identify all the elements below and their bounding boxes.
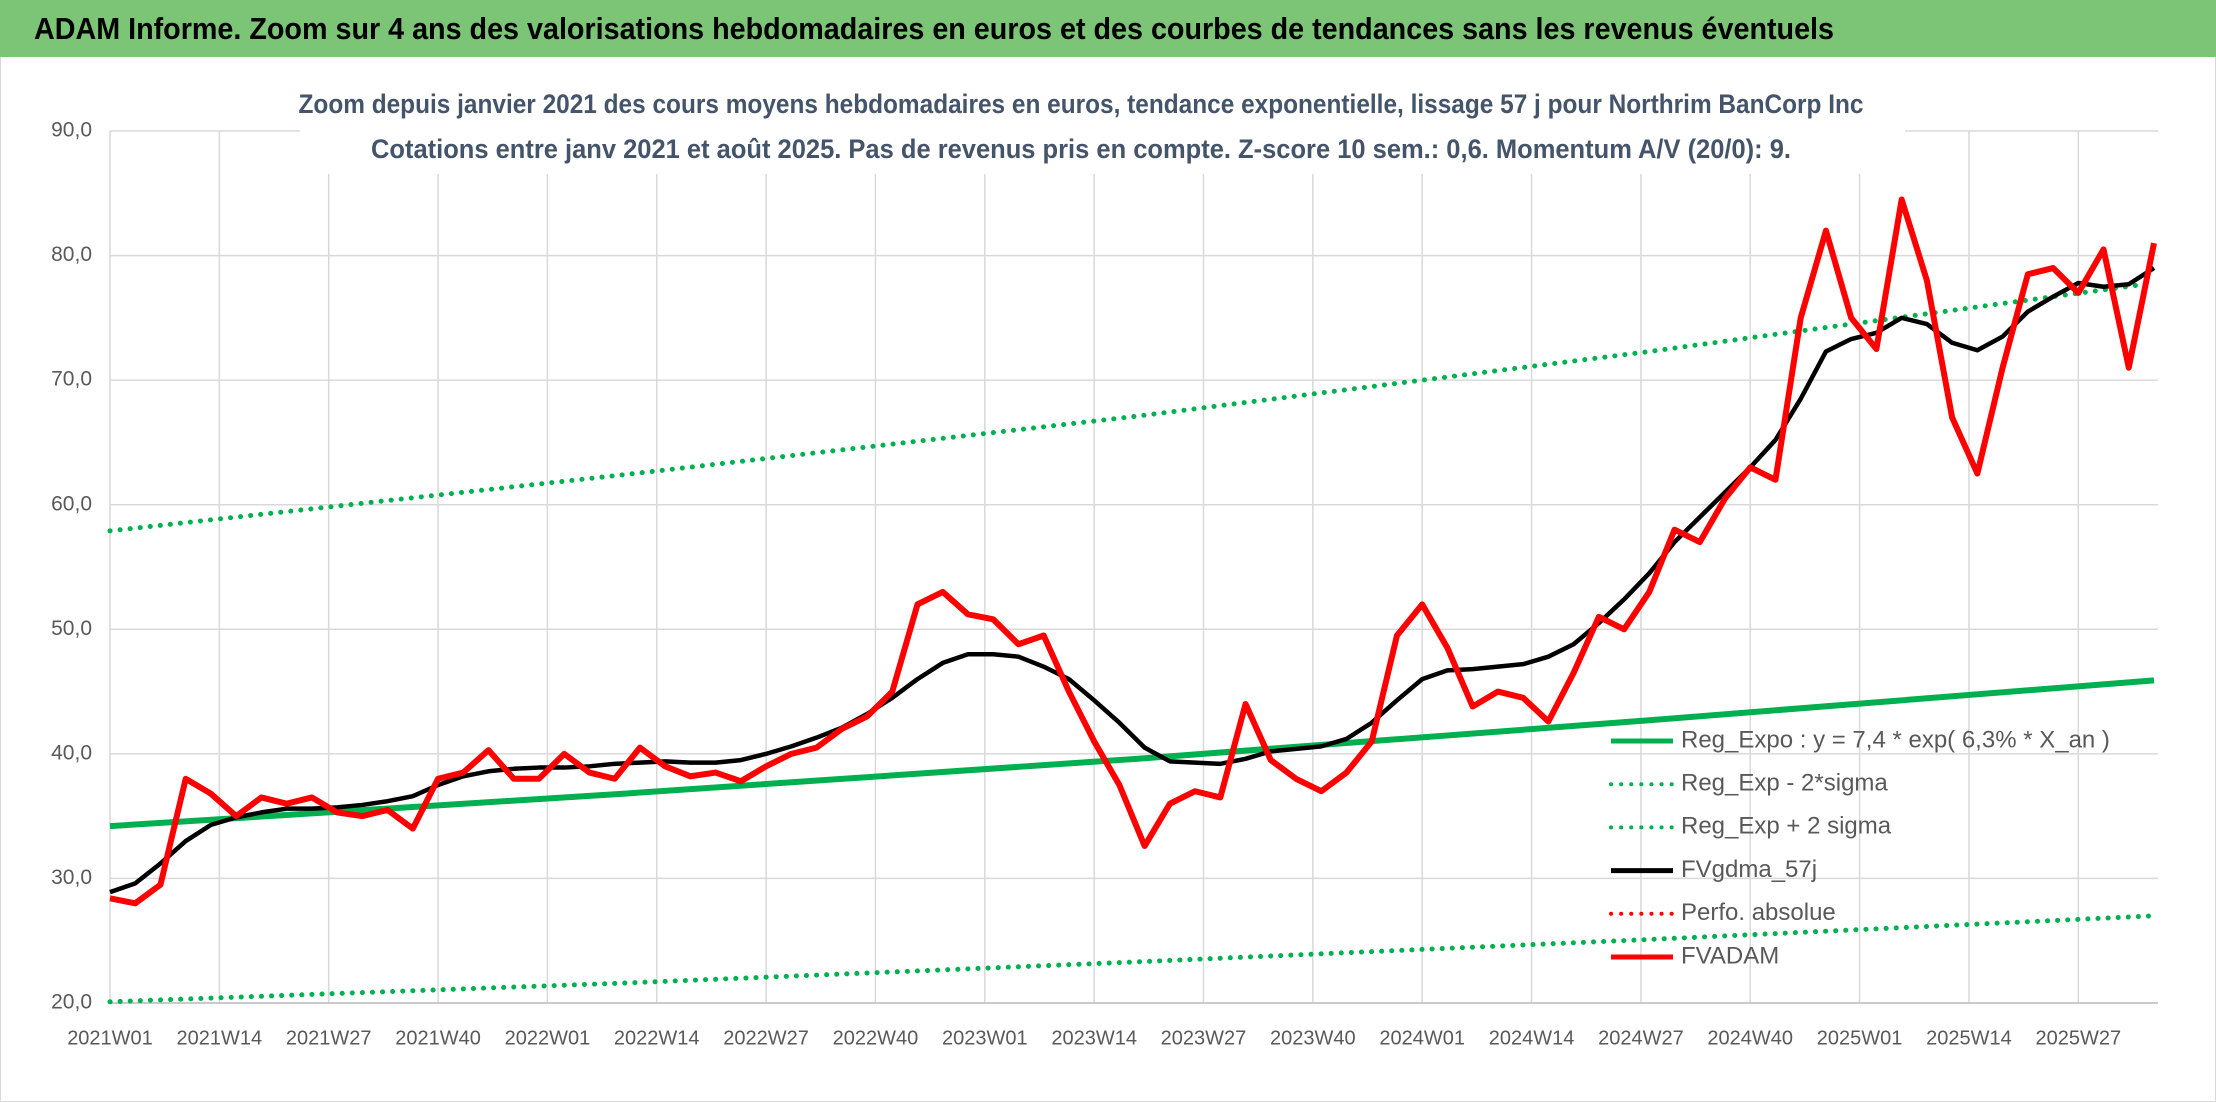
chart-subtitle: Cotations entre janv 2021 et août 2025. … bbox=[371, 134, 1791, 164]
x-tick-label: 2023W01 bbox=[942, 1027, 1028, 1049]
y-tick-label: 50,0 bbox=[51, 617, 92, 640]
y-tick-label: 40,0 bbox=[51, 741, 92, 764]
chart-subtitle: Zoom depuis janvier 2021 des cours moyen… bbox=[299, 89, 1864, 119]
chart-title: ADAM Informe. Zoom sur 4 ans des valoris… bbox=[34, 11, 1834, 46]
series-line bbox=[109, 677, 2155, 830]
x-tick-label: 2022W40 bbox=[833, 1027, 919, 1049]
x-tick-label: 2025W14 bbox=[1926, 1027, 2012, 1049]
x-tick-label: 2023W14 bbox=[1051, 1027, 1137, 1049]
x-tick-label: 2024W40 bbox=[1707, 1027, 1793, 1049]
x-tick-label: 2022W27 bbox=[723, 1027, 809, 1049]
x-tick-label: 2025W01 bbox=[1817, 1027, 1903, 1049]
x-tick-label: 2021W14 bbox=[177, 1027, 263, 1049]
series-line bbox=[109, 266, 2156, 895]
x-tick-label: 2024W01 bbox=[1379, 1027, 1465, 1049]
y-tick-label: 90,0 bbox=[51, 119, 92, 142]
y-tick-label: 80,0 bbox=[51, 243, 92, 266]
y-tick-label: 20,0 bbox=[51, 991, 92, 1014]
series-line bbox=[109, 196, 2157, 907]
legend-label: Reg_Exp + 2 sigma bbox=[1681, 813, 1892, 840]
x-tick-label: 2023W27 bbox=[1161, 1027, 1247, 1049]
y-tick-label: 60,0 bbox=[51, 492, 92, 515]
x-tick-label: 2024W27 bbox=[1598, 1027, 1684, 1049]
series-line bbox=[107, 280, 2157, 534]
header-band bbox=[0, 0, 2216, 57]
legend-label: FVADAM bbox=[1681, 942, 1779, 969]
legend-label: Perfo. absolue bbox=[1681, 899, 1836, 926]
legend-label: Reg_Expo : y = 7,4 * exp( 6,3% * X_an ) bbox=[1681, 726, 2110, 753]
subtitle-background bbox=[300, 84, 1905, 174]
x-tick-label: 2022W01 bbox=[505, 1027, 591, 1049]
series-line bbox=[107, 913, 2157, 1005]
x-tick-label: 2021W40 bbox=[395, 1027, 481, 1049]
y-tick-label: 30,0 bbox=[51, 866, 92, 889]
x-tick-label: 2025W27 bbox=[2035, 1027, 2121, 1049]
x-tick-label: 2024W14 bbox=[1489, 1027, 1575, 1049]
y-tick-label: 70,0 bbox=[51, 368, 92, 391]
legend-label: Reg_Exp - 2*sigma bbox=[1681, 770, 1888, 797]
x-tick-label: 2022W14 bbox=[614, 1027, 700, 1049]
legend-label: FVgdma_57j bbox=[1681, 856, 1817, 883]
x-tick-label: 2021W01 bbox=[67, 1027, 153, 1049]
x-tick-label: 2023W40 bbox=[1270, 1027, 1356, 1049]
x-tick-label: 2021W27 bbox=[286, 1027, 372, 1049]
